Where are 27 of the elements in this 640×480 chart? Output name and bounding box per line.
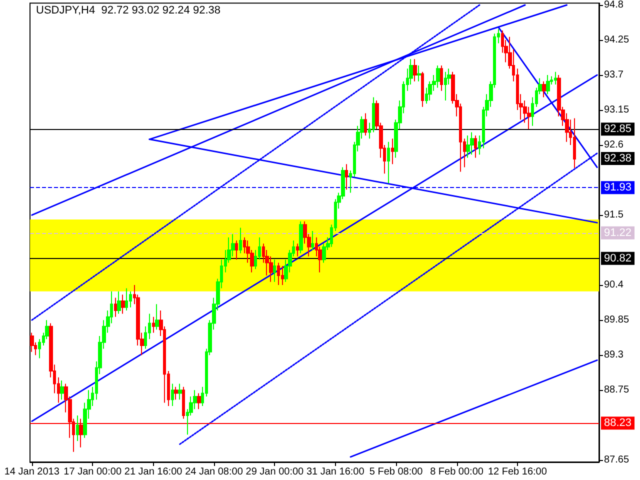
ref-line-label: 91.93 (604, 182, 632, 194)
x-tick-label: 17 Jan 00:00 (64, 466, 122, 478)
ref-line-label: 88.23 (604, 417, 632, 430)
y-tick-label: 87.65 (604, 454, 630, 466)
y-tick-label: 94.8 (604, 0, 624, 10)
x-tick-label: 31 Jan 16:00 (306, 466, 365, 478)
x-tick-label: 14 Jan 2013 (4, 466, 60, 478)
y-tick-label: 88.75 (604, 384, 630, 396)
ref-line-label: 90.82 (604, 252, 632, 264)
y-tick-label: 91.5 (604, 210, 624, 221)
x-tick-label: 29 Jan 00:00 (246, 466, 304, 478)
y-tick-label: 93.7 (604, 70, 624, 81)
chart-title: USDJPY,H4 92.72 93.02 92.24 92.38 (36, 4, 220, 16)
y-tick-label: 90.4 (604, 280, 624, 291)
y-tick-label: 94.25 (604, 34, 630, 46)
x-tick-label: 21 Jan 16:00 (124, 466, 183, 478)
ref-line-label: 92.85 (604, 123, 632, 136)
y-tick-label: 89.85 (604, 314, 630, 326)
x-tick-label: 5 Feb 08:00 (369, 466, 424, 478)
x-tick-label: 12 Feb 16:00 (488, 466, 548, 478)
y-tick-label: 89.3 (604, 350, 624, 361)
x-tick-label: 8 Feb 00:00 (430, 466, 484, 478)
y-tick-label: 92.6 (604, 140, 624, 151)
ref-line-label: 91.22 (604, 226, 632, 239)
y-tick-label: 93.15 (604, 104, 630, 116)
x-tick-label: 24 Jan 08:00 (185, 466, 244, 478)
annotation: 92.38 (604, 152, 632, 165)
